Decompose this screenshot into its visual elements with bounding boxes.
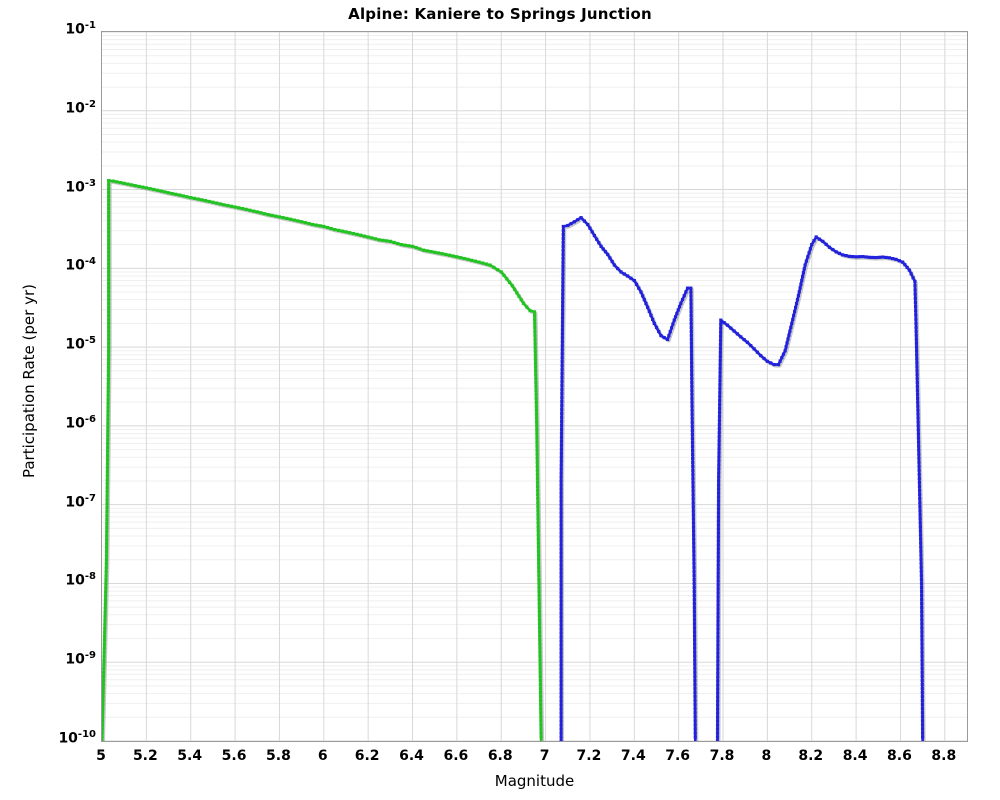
y-tick-label: 10-1 <box>65 20 96 38</box>
y-axis-tick-labels: 10-1 10-2 10-3 10-4 10-5 10-6 10-7 10-8 10-9 10-1… <box>0 0 96 800</box>
y-tick-label: 10-4 <box>65 256 96 274</box>
y-tick-label: 10-5 <box>65 335 96 353</box>
x-tick-label: 6.2 <box>354 748 380 764</box>
x-tick-label: 5.6 <box>221 748 247 764</box>
x-tick-label: 8.2 <box>798 748 824 764</box>
x-tick-label: 8.6 <box>887 748 912 764</box>
x-tick-label: 6 <box>317 748 328 764</box>
x-axis-label: Magnitude <box>494 772 575 790</box>
series-line-background-seismicity <box>102 179 543 741</box>
plot-area <box>101 31 968 742</box>
series-line-fault-characteristic-a <box>559 216 697 741</box>
y-tick-label: 10-8 <box>65 571 96 590</box>
x-tick-label: 5.4 <box>177 748 203 764</box>
x-tick-label: 8.4 <box>842 748 868 764</box>
x-tick-label: 5.8 <box>266 748 291 764</box>
x-tick-label: 7.6 <box>665 748 691 764</box>
y-tick-label: 10-2 <box>65 98 96 117</box>
y-tick-label: 10-6 <box>65 413 96 432</box>
y-tick-label: 10-7 <box>65 492 96 511</box>
x-tick-label: 6.6 <box>443 748 469 764</box>
x-tick-label: 7.8 <box>709 748 735 764</box>
x-tick-label: 8.8 <box>931 748 957 764</box>
x-tick-label: 7 <box>539 748 550 764</box>
series-line-fault-characteristic-b <box>716 235 924 741</box>
x-tick-label: 5.2 <box>132 748 158 764</box>
y-tick-label: 10-9 <box>65 650 96 668</box>
grid-lines <box>102 32 967 741</box>
x-tick-label: 7.2 <box>576 748 602 764</box>
series-markers-fault-characteristic-a <box>559 216 697 741</box>
chart-title: Alpine: Kaniere to Springs Junction <box>348 5 652 23</box>
series-markers-background-seismicity <box>102 178 543 741</box>
x-tick-label: 5 <box>96 748 106 764</box>
x-tick-label: 6.4 <box>399 748 424 764</box>
x-tick-label: 7.4 <box>620 748 646 764</box>
x-tick-label: 8 <box>761 748 772 764</box>
y-tick-label: 10-10 <box>58 729 96 747</box>
series-markers-fault-characteristic-b <box>715 235 925 741</box>
data-series-layer <box>102 178 926 741</box>
x-tick-label: 6.8 <box>487 748 513 764</box>
y-tick-label: 10-3 <box>65 177 96 196</box>
